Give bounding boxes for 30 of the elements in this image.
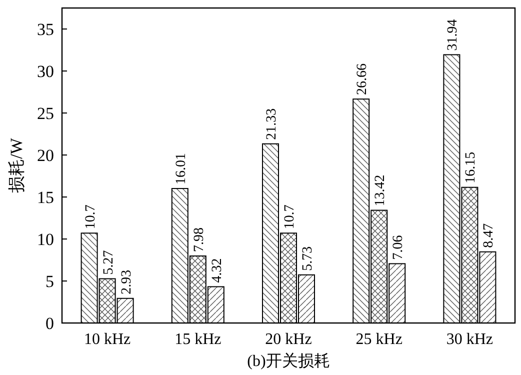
x-tick-label: 30 kHz <box>446 331 494 348</box>
data-label: 13.42 <box>373 174 388 206</box>
data-label: 10.7 <box>83 204 98 230</box>
data-label: 2.93 <box>119 270 134 294</box>
y-tick-label: 25 <box>37 104 54 123</box>
data-label: 16.01 <box>174 153 189 185</box>
data-label: 4.32 <box>210 258 225 283</box>
data-label: 26.66 <box>355 64 370 96</box>
y-tick-label: 15 <box>37 188 54 207</box>
data-label: 16.15 <box>464 152 479 184</box>
x-tick-label: 15 kHz <box>174 331 222 348</box>
y-tick-label: 20 <box>37 146 54 165</box>
data-label: 7.06 <box>391 235 406 260</box>
x-tick-label: 25 kHz <box>356 331 402 348</box>
data-label: 8.47 <box>482 223 497 248</box>
x-axis-title: (b)开关损耗 <box>247 352 330 370</box>
data-label: 7.98 <box>192 227 207 252</box>
data-label: 21.33 <box>264 108 280 140</box>
y-axis-title: 损耗/W <box>7 137 26 193</box>
y-tick-label: 30 <box>37 62 54 81</box>
data-label: 31.94 <box>446 19 461 51</box>
y-tick-label: 10 <box>37 230 54 249</box>
y-tick-label: 5 <box>46 272 54 291</box>
x-tick-label: 20 kHz <box>265 331 312 348</box>
data-label: 10.7 <box>282 204 298 230</box>
x-tick-label: 10 kHz <box>84 331 131 348</box>
y-tick-label: 0 <box>46 314 54 333</box>
data-label: 5.73 <box>300 246 316 271</box>
y-tick-label: 35 <box>37 20 54 39</box>
data-label: 5.27 <box>101 250 116 275</box>
